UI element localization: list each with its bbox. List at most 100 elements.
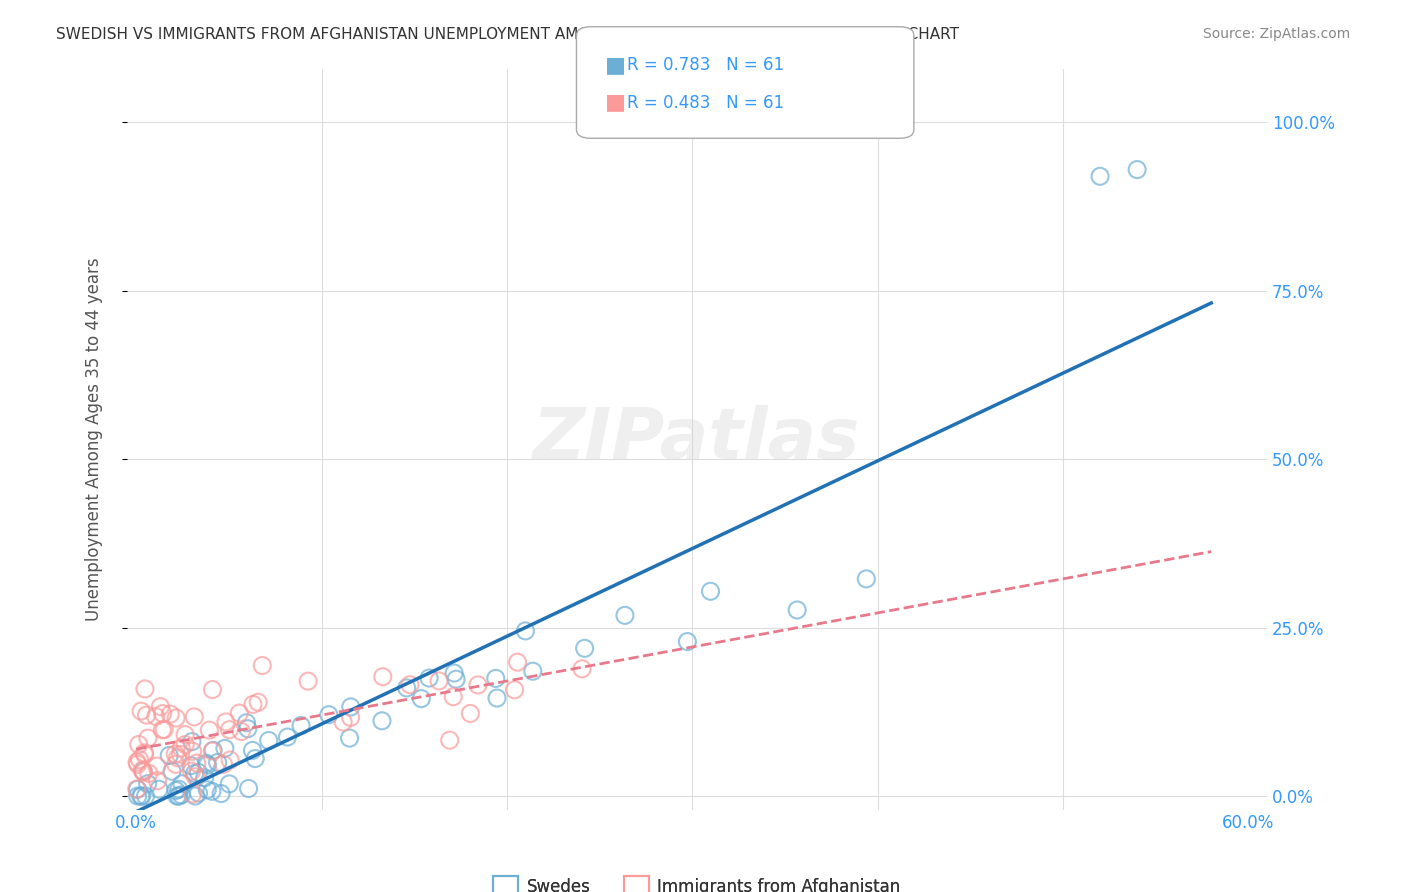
Point: [170, 788, 193, 802]
Point: [439, 733, 461, 747]
Point: [201, 744, 224, 758]
Point: [146, 759, 169, 773]
Point: [506, 655, 529, 669]
Point: [486, 691, 509, 706]
Point: [276, 730, 298, 744]
Point: [129, 704, 152, 718]
Point: [169, 747, 191, 762]
Point: [395, 681, 418, 695]
Point: [186, 756, 208, 771]
Point: [198, 723, 221, 738]
Point: [522, 664, 544, 678]
Point: [339, 700, 361, 714]
Point: [181, 744, 204, 758]
Point: [146, 773, 169, 788]
Point: [127, 757, 149, 772]
Point: [131, 764, 153, 778]
Point: [212, 757, 235, 772]
Point: [613, 608, 636, 623]
Point: [219, 753, 242, 767]
Point: [135, 708, 157, 723]
Point: [157, 748, 180, 763]
Point: [485, 672, 508, 686]
Point: [134, 789, 156, 803]
Point: [187, 786, 209, 800]
Point: [207, 756, 229, 770]
Point: [125, 782, 148, 797]
Point: [215, 714, 238, 729]
Point: [170, 740, 193, 755]
Point: [165, 783, 187, 797]
Point: [247, 695, 270, 709]
Point: [194, 771, 217, 785]
Point: [187, 765, 209, 780]
Point: [197, 758, 219, 772]
Point: [252, 658, 274, 673]
Point: [418, 671, 440, 685]
Y-axis label: Unemployment Among Ages 35 to 44 years: Unemployment Among Ages 35 to 44 years: [86, 257, 103, 621]
Point: [167, 789, 190, 803]
Point: [134, 747, 156, 762]
Point: [180, 764, 202, 779]
Point: [181, 734, 204, 748]
Point: [242, 743, 264, 757]
Point: [128, 738, 150, 752]
Point: [218, 723, 240, 737]
Point: [1088, 169, 1111, 184]
Point: [134, 746, 156, 760]
Point: [195, 756, 218, 771]
Point: [218, 777, 240, 791]
Point: [184, 789, 207, 803]
Point: [371, 670, 394, 684]
Text: ZIPatlas: ZIPatlas: [533, 405, 860, 474]
Point: [153, 723, 176, 737]
Point: [515, 624, 537, 638]
Point: [297, 674, 319, 689]
Point: [138, 766, 160, 780]
Point: [235, 715, 257, 730]
Point: [855, 572, 877, 586]
Point: [166, 751, 188, 765]
Legend: Swedes, Immigrants from Afghanistan: Swedes, Immigrants from Afghanistan: [486, 870, 907, 892]
Point: [467, 678, 489, 692]
Point: [136, 731, 159, 745]
Point: [165, 757, 187, 772]
Text: R = 0.483   N = 61: R = 0.483 N = 61: [627, 94, 785, 112]
Point: [443, 666, 465, 681]
Point: [257, 733, 280, 747]
Point: [152, 706, 174, 721]
Point: [128, 753, 150, 767]
Point: [129, 789, 152, 803]
Point: [148, 782, 170, 797]
Point: [202, 743, 225, 757]
Point: [699, 584, 721, 599]
Point: [238, 781, 260, 796]
Point: [149, 699, 172, 714]
Point: [174, 728, 197, 742]
Point: [165, 711, 187, 725]
Point: [427, 673, 450, 688]
Point: [183, 710, 205, 724]
Point: [228, 706, 250, 720]
Point: [318, 707, 340, 722]
Point: [242, 698, 264, 712]
Point: [339, 731, 361, 745]
Point: [371, 714, 394, 728]
Point: [166, 789, 188, 803]
Point: [441, 690, 464, 704]
Point: [125, 755, 148, 769]
Point: [180, 758, 202, 772]
Point: [184, 770, 207, 784]
Point: [136, 777, 159, 791]
Text: SWEDISH VS IMMIGRANTS FROM AFGHANISTAN UNEMPLOYMENT AMONG AGES 35 TO 44 YEARS CO: SWEDISH VS IMMIGRANTS FROM AFGHANISTAN U…: [56, 27, 959, 42]
Point: [574, 641, 596, 656]
Point: [165, 747, 187, 761]
Point: [127, 782, 149, 797]
Point: [236, 722, 259, 736]
Point: [399, 678, 422, 692]
Point: [411, 691, 433, 706]
Point: [1126, 162, 1149, 177]
Point: [786, 603, 808, 617]
Point: [214, 741, 236, 756]
Point: [571, 662, 593, 676]
